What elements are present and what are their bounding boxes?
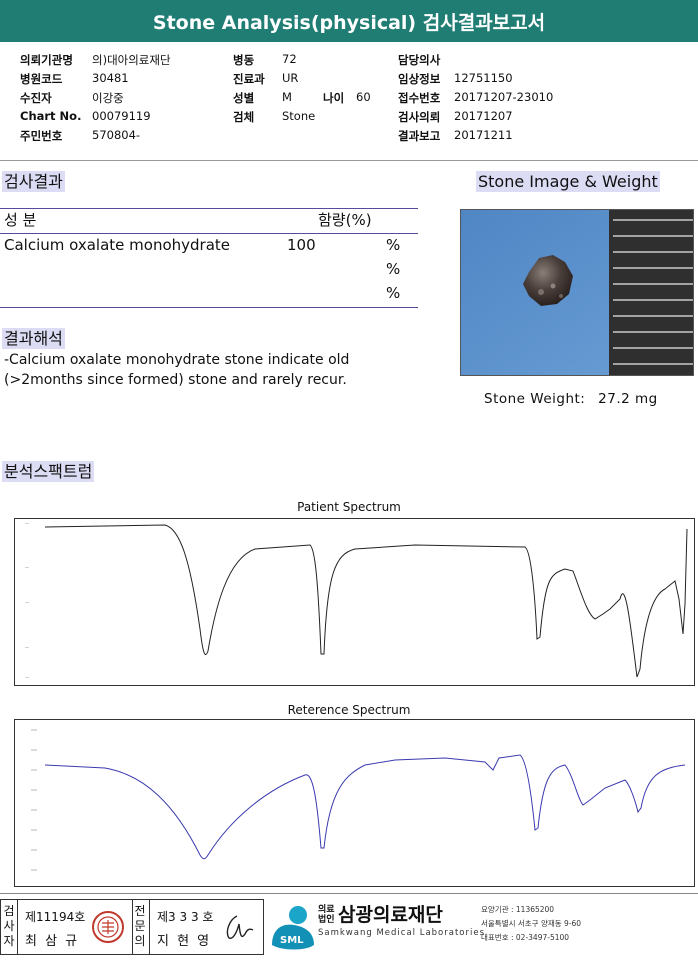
sml-logo-icon: SML bbox=[272, 906, 314, 950]
tester-label: 검사자 bbox=[3, 904, 15, 948]
interpretation-text: -Calcium oxalate monohydrate stone indic… bbox=[4, 350, 349, 390]
weight-label: Stone Weight: bbox=[484, 391, 586, 407]
tester-seal-icon bbox=[92, 911, 124, 943]
field-value: 20171207 bbox=[454, 109, 513, 123]
interpretation-line: (>2months since formed) stone and rarely… bbox=[4, 372, 347, 388]
field-value: Stone bbox=[282, 109, 316, 123]
lab-english-name: Samkwang Medical Laboratories bbox=[318, 928, 486, 938]
field-value: 72 bbox=[282, 52, 297, 66]
report-title: Stone Analysis(physical) 검사결과보고서 bbox=[0, 0, 698, 42]
stone-shape bbox=[523, 255, 573, 306]
field-value: M bbox=[282, 90, 292, 104]
field-label: 검체 bbox=[233, 110, 255, 124]
patient-spectrum-chart: — — — — — bbox=[14, 518, 695, 686]
table-header-rule bbox=[0, 233, 418, 234]
field-value: 의)대아의료재단 bbox=[92, 53, 171, 67]
stone-image bbox=[461, 210, 693, 375]
table-bottom-rule bbox=[0, 307, 418, 308]
stone-heading: Stone Image & Weight bbox=[476, 171, 660, 192]
doctor-license: 제3 3 3 호 bbox=[157, 910, 214, 924]
field-value: 570804- bbox=[92, 128, 141, 142]
field-label: 진료과 bbox=[233, 72, 265, 86]
field-label: 담당의사 bbox=[398, 53, 441, 67]
svg-text:—: — bbox=[25, 675, 29, 680]
field-label: 수진자 bbox=[20, 91, 52, 105]
reference-spectrum-plot bbox=[31, 729, 686, 871]
field-value: 00079119 bbox=[92, 109, 151, 123]
info-row: 의뢰기관명 의)대아의료재단 병동 72 담당의사 bbox=[20, 52, 690, 71]
info-row: 수진자 이강중 성별 M 나이 60 접수번호 20171207-23010 bbox=[20, 90, 690, 109]
patient-spectrum-plot: — — — — — bbox=[25, 521, 688, 680]
tester-name: 최 삼 규 bbox=[25, 934, 80, 949]
ruler-ticks bbox=[613, 219, 693, 365]
field-value: 60 bbox=[356, 90, 371, 104]
field-value: 12751150 bbox=[454, 71, 513, 85]
lab-info-line: 서울특별시 서초구 양재동 9-60 bbox=[481, 919, 582, 928]
logo-text: SML bbox=[280, 935, 304, 946]
stone-weight: Stone Weight: 27.2 mg bbox=[484, 391, 658, 407]
svg-text:—: — bbox=[25, 521, 29, 526]
field-label: 검사의뢰 bbox=[398, 110, 441, 124]
doctor-name: 지 현 영 bbox=[157, 934, 212, 949]
field-label: 의뢰기관명 bbox=[20, 53, 73, 67]
reference-spectrum-chart bbox=[14, 719, 695, 887]
field-label: Chart No. bbox=[20, 109, 82, 123]
field-label: 결과보고 bbox=[398, 129, 441, 143]
field-label: 병동 bbox=[233, 53, 255, 67]
reference-spectrum-title: Reterence Spectrum bbox=[287, 703, 411, 717]
unit-cell: % bbox=[386, 284, 401, 302]
lab-info-line: 요양기관 : 11365200 bbox=[481, 905, 555, 914]
patient-spectrum-line bbox=[44, 524, 688, 678]
info-row: 병원코드 30481 진료과 UR 임상정보 12751150 bbox=[20, 71, 690, 90]
field-value: 30481 bbox=[92, 71, 129, 85]
svg-text:—: — bbox=[25, 645, 29, 650]
content-header: 함량(%) bbox=[318, 211, 372, 229]
info-row: Chart No. 00079119 검체 Stone 검사의뢰 2017120… bbox=[20, 109, 690, 128]
field-label: 접수번호 bbox=[398, 91, 441, 105]
field-label: 병원코드 bbox=[20, 72, 63, 86]
lab-name: 삼광의료재단 bbox=[338, 904, 443, 926]
patient-spectrum-title: Patient Spectrum bbox=[297, 500, 401, 514]
signature-box: 검사자 제11194호 최 삼 규 전문의 제3 3 3 호 지 현 영 bbox=[0, 899, 264, 955]
table-top-rule bbox=[0, 208, 418, 209]
field-label: 임상정보 bbox=[398, 72, 441, 86]
svg-text:—: — bbox=[25, 565, 29, 570]
spectrum-heading: 분석스팩트럼 bbox=[2, 461, 95, 482]
tester-license: 제11194호 bbox=[25, 910, 86, 924]
patient-info: 의뢰기관명 의)대아의료재단 병동 72 담당의사 병원코드 30481 진료과… bbox=[20, 52, 690, 147]
field-label: 성별 bbox=[233, 91, 255, 105]
component-cell: Calcium oxalate monohydrate bbox=[4, 236, 231, 254]
header-divider bbox=[0, 160, 698, 161]
info-row: 주민번호 570804- 결과보고 20171211 bbox=[20, 128, 690, 147]
interpretation-heading: 결과해석 bbox=[2, 328, 65, 349]
weight-value: 27.2 mg bbox=[598, 391, 658, 407]
doctor-label: 전문의 bbox=[134, 904, 146, 948]
results-heading: 검사결과 bbox=[2, 171, 65, 192]
component-header: 성 분 bbox=[4, 211, 37, 229]
interpretation-line: -Calcium oxalate monohydrate stone indic… bbox=[4, 352, 350, 368]
field-value: 이강중 bbox=[92, 91, 124, 105]
doctor-signature-icon bbox=[226, 915, 254, 939]
field-label: 나이 bbox=[323, 91, 345, 105]
field-value: 20171207-23010 bbox=[454, 90, 554, 104]
lab-corp-prefix: 의료법인 bbox=[318, 905, 335, 925]
stone-photo bbox=[460, 209, 694, 376]
field-label: 주민번호 bbox=[20, 129, 63, 143]
field-value: 20171211 bbox=[454, 128, 513, 142]
lab-contact-info: 요양기관 : 11365200 서울특별시 서초구 양재동 9-60 대표번호 … bbox=[481, 903, 581, 945]
value-cell: 100 bbox=[287, 236, 316, 254]
reference-spectrum-line bbox=[44, 754, 686, 860]
svg-text:—: — bbox=[25, 600, 29, 605]
field-value: UR bbox=[282, 71, 299, 85]
unit-cell: % bbox=[386, 260, 401, 278]
lab-info-line: 대표번호 : 02-3497-5100 bbox=[481, 933, 570, 942]
footer-divider bbox=[0, 893, 698, 894]
unit-cell: % bbox=[386, 236, 401, 254]
